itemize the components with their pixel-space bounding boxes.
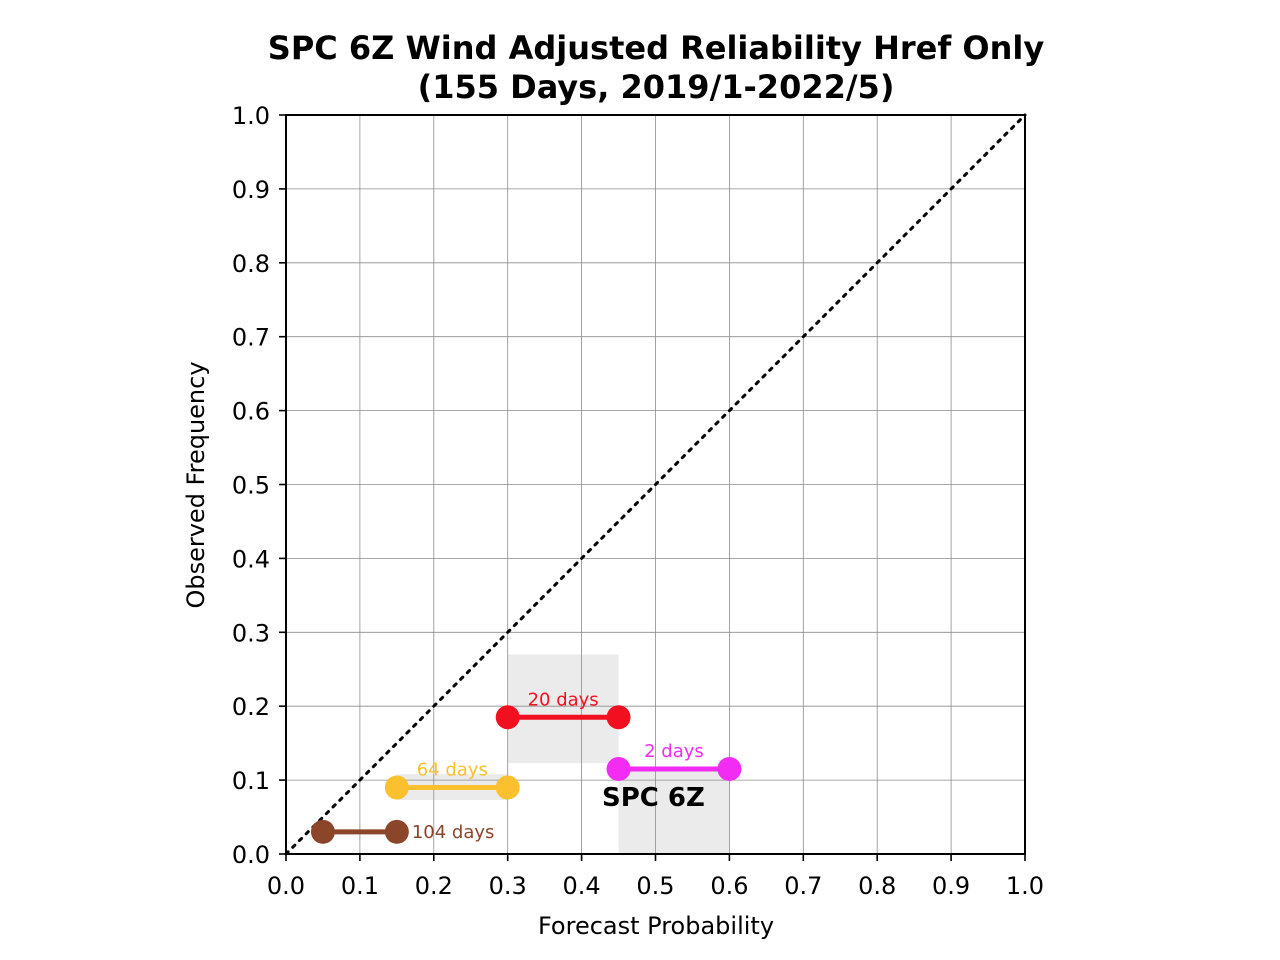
y-tick-label: 0.3: [232, 619, 270, 647]
band-4: [618, 769, 730, 854]
series-point: [384, 819, 409, 844]
series-label: 64 days: [417, 759, 488, 780]
chart-subtitle: (155 Days, 2019/1-2022/5): [418, 68, 895, 106]
series-label: 20 days: [528, 689, 599, 710]
series-point: [606, 757, 631, 782]
x-tick-label: 0.9: [932, 872, 970, 900]
x-tick-label: 0.7: [784, 872, 822, 900]
chart-title: SPC 6Z Wind Adjusted Reliability Href On…: [268, 29, 1045, 67]
x-tick-label: 0.1: [341, 872, 379, 900]
series-label: 104 days: [412, 822, 495, 843]
perfect-reliability-line: [284, 113, 1027, 856]
y-tick-label: 0.6: [232, 398, 270, 426]
y-tick-label: 1.0: [232, 102, 270, 130]
y-tick-label: 0.0: [232, 841, 270, 869]
series-2: 64 days: [384, 759, 520, 800]
y-tick-label: 0.7: [232, 324, 270, 352]
x-axis-label: Forecast Probability: [538, 912, 774, 940]
series-point: [495, 775, 520, 800]
y-tick-label: 0.1: [232, 767, 270, 795]
series-point: [384, 775, 409, 800]
y-axis-ticks: 0.0 0.1 0.2 0.3 0.4 0.5 0.6 0.7 0.8 0.9 1.0: [232, 102, 286, 869]
series-point: [606, 705, 631, 730]
x-tick-label: 1.0: [1006, 872, 1044, 900]
reliability-segments: 104 days 64 days 20 days 2 days: [310, 689, 742, 844]
y-tick-label: 0.2: [232, 693, 270, 721]
series-point: [310, 819, 335, 844]
x-tick-label: 0.6: [710, 872, 748, 900]
y-tick-label: 0.9: [232, 176, 270, 204]
series-4: 2 days: [606, 741, 742, 782]
series-point: [717, 757, 742, 782]
band-3: [507, 654, 619, 764]
series-point: [495, 705, 520, 730]
x-tick-label: 0.5: [636, 872, 674, 900]
spc-6z-annotation: SPC 6Z: [602, 783, 705, 813]
series-label: 2 days: [644, 741, 704, 762]
y-tick-label: 0.8: [232, 250, 270, 278]
series-1: 104 days: [310, 819, 495, 844]
series-3: 20 days: [495, 689, 631, 730]
y-tick-label: 0.5: [232, 472, 270, 500]
x-axis-ticks: 0.0 0.1 0.2 0.3 0.4 0.5 0.6 0.7 0.8 0.9 1.0: [267, 854, 1044, 900]
y-tick-label: 0.4: [232, 545, 270, 573]
x-tick-label: 0.8: [858, 872, 896, 900]
x-tick-label: 0.3: [489, 872, 527, 900]
uncertainty-bands: [396, 654, 730, 854]
y-axis-label: Observed Frequency: [182, 361, 210, 608]
x-tick-label: 0.0: [267, 872, 305, 900]
x-tick-label: 0.2: [415, 872, 453, 900]
x-tick-label: 0.4: [563, 872, 601, 900]
